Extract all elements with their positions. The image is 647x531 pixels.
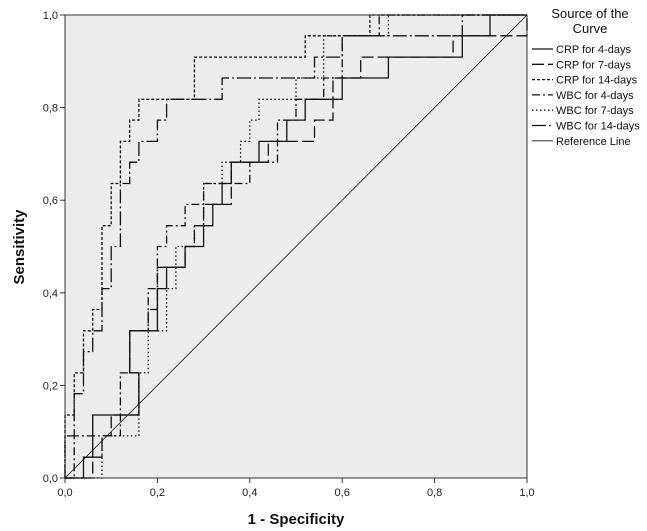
legend-entry-label: Reference Line xyxy=(556,136,631,148)
y-tick-label: 0,6 xyxy=(43,195,58,207)
x-axis-label: 1 - Specificity xyxy=(248,511,345,528)
y-tick-label: 0,8 xyxy=(43,103,58,115)
x-tick-label: 0,2 xyxy=(150,487,165,499)
x-tick-label: 0,8 xyxy=(427,487,442,499)
curves xyxy=(64,14,528,479)
y-tick-label: 0,0 xyxy=(43,473,58,485)
curve-wbc-for-4-days xyxy=(65,14,527,479)
curve-reference-line xyxy=(64,14,528,479)
legend-entry-label: WBC for 14-days xyxy=(556,121,640,133)
curve-wbc-for-14-days xyxy=(64,14,527,478)
y-axis-label: Sensitivity xyxy=(11,209,28,285)
axis-ticks: 0,0 0,2 0,4 0,6 0,8 1,0 0,0 0,2 0,4 0,6 0,8 1,0 xyxy=(43,10,535,499)
legend-entry-label: CRP for 7-days xyxy=(556,59,631,71)
x-tick-label: 0,6 xyxy=(335,487,350,499)
y-tick-label: 0,2 xyxy=(43,380,58,392)
y-tick-label: 0,4 xyxy=(43,288,58,300)
x-tick-label: 1,0 xyxy=(519,487,534,499)
legend: CRP for 4-days CRP for 7-days CRP for 14-d… xyxy=(532,44,640,148)
y-tick-label: 1,0 xyxy=(43,10,58,22)
x-tick-label: 0,0 xyxy=(57,487,72,499)
legend-title-line2: Curve xyxy=(573,21,608,36)
legend-title-line1: Source of the xyxy=(551,6,628,21)
x-tick-label: 0,4 xyxy=(242,487,257,499)
legend-entry-label: WBC for 4-days xyxy=(556,90,634,102)
legend-entry-label: WBC for 7-days xyxy=(556,105,634,117)
legend-entry-label: CRP for 4-days xyxy=(556,44,631,56)
curve-crp-for-14-days xyxy=(64,14,527,478)
legend-entry-label: CRP for 14-days xyxy=(556,75,638,87)
